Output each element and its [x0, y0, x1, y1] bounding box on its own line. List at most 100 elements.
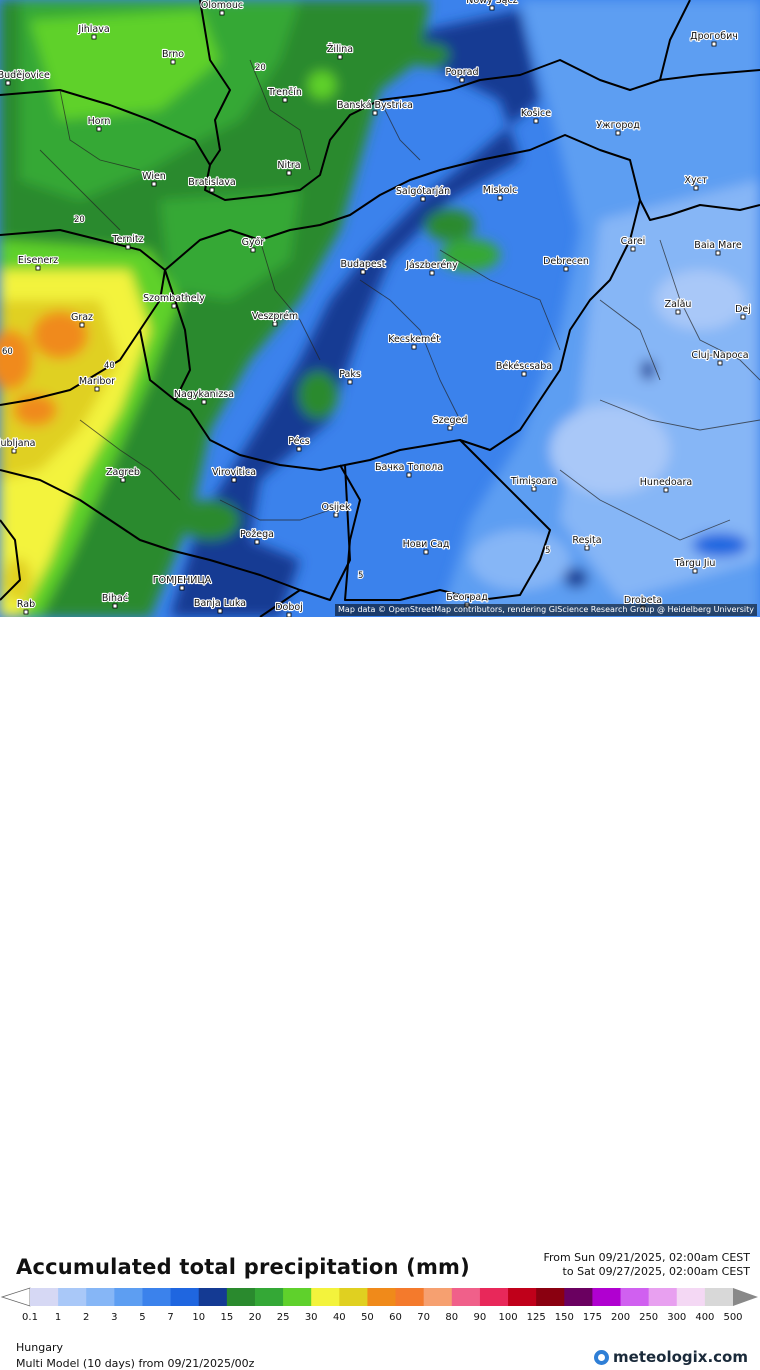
city-label: Carei [621, 236, 646, 247]
city-dot [125, 244, 131, 250]
city-marker: Salgótarján [395, 185, 451, 202]
city-dot [584, 545, 590, 551]
city-dot [282, 97, 288, 103]
scale-swatch [86, 1288, 115, 1306]
scale-swatch [58, 1288, 87, 1306]
logo-icon [594, 1349, 610, 1365]
scale-tick-label: 125 [526, 1312, 546, 1323]
scale-swatch [114, 1288, 143, 1306]
scale-tick-label: 60 [389, 1312, 402, 1323]
city-label: Debrecen [543, 256, 589, 267]
city-marker: Győr [241, 236, 266, 253]
scale-tick-label: 40 [332, 1312, 346, 1323]
city-dot [497, 195, 503, 201]
city-marker: Carei [620, 235, 646, 252]
city-marker: Jászberény [404, 259, 459, 276]
color-scale-bar [0, 1287, 758, 1307]
city-label: Београд [446, 592, 488, 603]
city-marker: Eisenerz [17, 254, 59, 271]
city-label: Ternitz [111, 234, 143, 245]
city-marker: Békéscsaba [495, 360, 553, 377]
scale-swatch [198, 1288, 228, 1306]
city-label: Miskolc [483, 185, 518, 196]
city-marker: Olomouc [200, 0, 244, 16]
city-dot [171, 303, 177, 309]
precipitation-map[interactable]: 20 20 40 5 5 60 Olomouc Nowy Sącz Дрогобич… [0, 0, 760, 617]
city-dot [429, 270, 435, 276]
contour-label: 20 [74, 215, 85, 225]
scale-swatch [170, 1288, 200, 1306]
scale-swatch [367, 1288, 397, 1306]
city-dot [715, 250, 721, 256]
city-label: Kecskemét [388, 334, 440, 345]
city-marker: Reșița [571, 534, 603, 551]
city-label: Szeged [433, 415, 468, 426]
city-dot [563, 266, 569, 272]
city-label: Bratislava [188, 177, 235, 188]
scale-swatch [339, 1288, 368, 1306]
city-label: Žilina [327, 43, 353, 55]
scale-tick-label: 150 [554, 1312, 574, 1323]
regional-borders [39, 59, 760, 541]
scale-swatch [479, 1288, 509, 1306]
scale-swatch [451, 1288, 481, 1306]
city-dot [5, 80, 11, 86]
city-marker: Trenčín [266, 86, 303, 103]
city-dot [675, 309, 681, 315]
scale-tick-label: 2 [83, 1312, 90, 1323]
city-label: Hunedoara [640, 477, 692, 488]
city-dot [531, 486, 537, 492]
city-label: Ужгород [596, 120, 640, 131]
scale-tick-label: 500 [723, 1312, 743, 1323]
city-dot [179, 585, 185, 591]
scale-tick-label: 10 [192, 1312, 206, 1323]
city-marker: Paks [338, 368, 362, 385]
scale-tick-label: 30 [304, 1312, 318, 1323]
scale-tick-label: 300 [667, 1312, 687, 1323]
contour-label: 40 [104, 361, 115, 371]
city-marker: Dej [734, 303, 752, 320]
date-range: From Sun 09/21/2025, 02:00am CEST to Sat… [543, 1251, 750, 1279]
city-label: Nowy Sącz [466, 0, 517, 6]
city-dot [254, 539, 260, 545]
city-label: Wien [142, 171, 166, 182]
city-dot [447, 425, 453, 431]
city-label: Poprad [446, 67, 479, 78]
city-label: Doboj [275, 602, 303, 613]
city-label: Maribor [79, 376, 115, 387]
city-label: Banská Bystrica [337, 100, 413, 111]
scale-swatch [592, 1288, 622, 1306]
city-label: Graz [71, 312, 93, 323]
city-dot [286, 612, 292, 617]
brand-logo[interactable]: meteologix.com [594, 1348, 748, 1366]
city-marker: Košice [520, 107, 552, 124]
city-marker: Jihlava [76, 23, 111, 40]
date-from: From Sun 09/21/2025, 02:00am CEST [543, 1251, 750, 1264]
city-label: Trenčín [267, 87, 302, 98]
city-label: Cluj-Napoca [691, 350, 748, 361]
scale-swatch [564, 1288, 593, 1306]
precipitation-field [0, 0, 760, 617]
city-marker: Požega [239, 528, 275, 545]
city-marker: Maribor [78, 375, 116, 392]
city-marker: Doboj [274, 601, 304, 617]
city-label: Olomouc [201, 0, 243, 11]
city-label: Salgótarján [396, 186, 450, 197]
scale-tick-label: 20 [248, 1312, 262, 1323]
city-label: Jászberény [405, 260, 458, 271]
city-layer: Olomouc Nowy Sącz Дрогобич Jihlava Brno Žilin… [0, 0, 752, 617]
city-label: České Budějovice [0, 69, 50, 81]
city-label: Nitra [277, 160, 300, 171]
city-label: Paks [339, 369, 361, 380]
scale-swatch [676, 1288, 706, 1306]
scale-swatch [226, 1288, 256, 1306]
city-label: Хуст [685, 175, 708, 186]
city-label: Rab [17, 599, 35, 610]
region-name: Hungary [16, 1341, 63, 1354]
city-dot [23, 609, 29, 615]
city-label: Győr [242, 237, 265, 248]
city-marker: Nitra [276, 159, 302, 176]
city-marker: Baia Mare [693, 239, 743, 256]
scale-swatch [508, 1288, 537, 1306]
city-dot [711, 41, 717, 47]
